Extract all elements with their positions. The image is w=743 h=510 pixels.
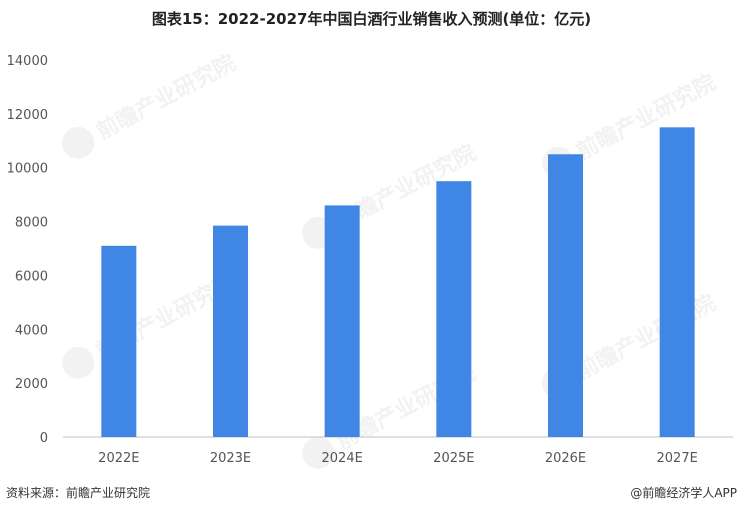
bar [101,245,137,437]
x-tick-label: 2024E [322,451,363,466]
svg-text:前瞻产业研究院: 前瞻产业研究院 [572,70,720,165]
chart-title: 图表15：2022-2027年中国白酒行业销售收入预测(单位：亿元) [151,10,592,28]
watermark-logo: 前瞻产业研究院 [62,50,240,159]
bar [548,154,583,437]
x-tick-label: 2025E [433,451,474,466]
bar [659,127,695,438]
source-note: 资料来源：前瞻产业研究院 [6,486,151,500]
y-tick-label: 4000 [15,323,48,338]
y-tick-label: 6000 [15,269,48,284]
x-tick-label: 2026E [545,451,586,466]
svg-text:前瞻产业研究院: 前瞻产业研究院 [92,50,240,145]
x-tick-label: 2022E [98,451,139,466]
y-tick-label: 8000 [15,216,48,231]
bar [436,181,472,437]
bar [324,205,360,437]
x-tick-label: 2027E [657,451,698,466]
svg-text:前瞻产业研究院: 前瞻产业研究院 [572,290,720,385]
bar [213,225,248,437]
y-tick-label: 12000 [7,108,48,123]
brand-credit: @前瞻经济学人APP [630,486,737,500]
y-tick-label: 10000 [7,162,48,177]
y-tick-label: 14000 [7,54,48,69]
y-tick-label: 2000 [15,377,48,392]
bar-chart: 前瞻产业研究院前瞻产业研究院前瞻产业研究院前瞻产业研究院前瞻产业研究院前瞻产业研… [7,50,733,469]
y-tick-label: 0 [40,431,48,446]
x-tick-label: 2023E [210,451,251,466]
